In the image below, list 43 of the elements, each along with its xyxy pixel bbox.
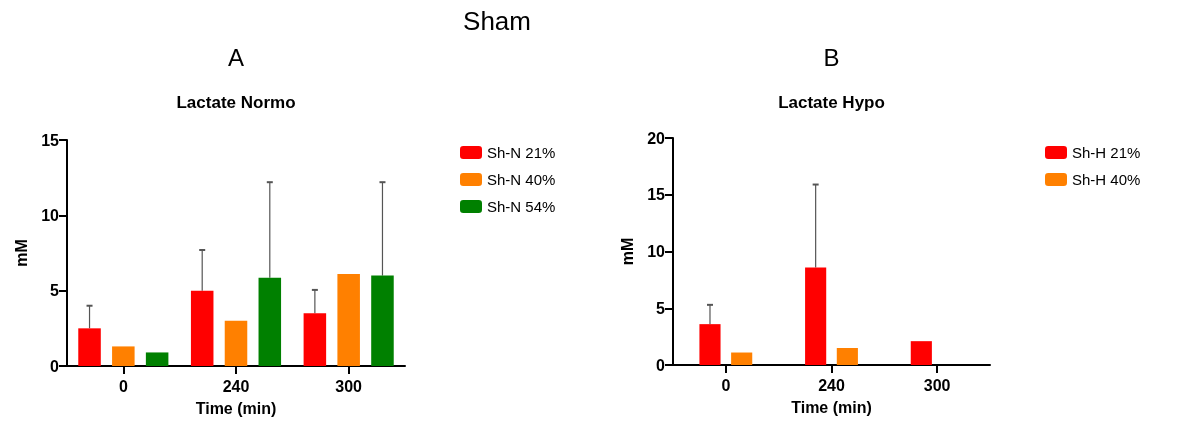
bar (145, 352, 169, 366)
y-tick-label: 10 (647, 243, 666, 260)
bar (731, 352, 753, 365)
y-tick-label: 0 (656, 356, 666, 374)
x-axis-title: Time (min) (791, 398, 872, 416)
x-tick-label: 240 (222, 377, 250, 395)
text: A (227, 43, 245, 71)
bar (78, 328, 101, 366)
bar (224, 320, 248, 366)
legend-label: Sh-H 21% (1072, 144, 1141, 161)
legend-label: Sh-N 21% (487, 144, 556, 161)
bar (699, 324, 721, 365)
y-tick-label: 15 (647, 186, 666, 204)
x-tick-label: 240 (818, 376, 845, 394)
y-tick-label: 20 (647, 129, 666, 147)
bar (910, 341, 932, 365)
legend-label: Sh-N 40% (487, 171, 556, 188)
x-tick-label: 0 (118, 377, 128, 395)
x-tick-label: 300 (923, 376, 951, 394)
legend-label: Sh-N 54% (487, 198, 556, 215)
chart-title: Lactate Hypo (778, 93, 885, 112)
bar (112, 346, 135, 366)
y-tick-label: 5 (50, 282, 60, 300)
y-tick-label: 5 (656, 299, 666, 317)
x-axis-title: Time (min) (195, 399, 277, 417)
text: Sham (463, 6, 531, 36)
bar (805, 267, 827, 365)
y-tick-label: 10 (41, 206, 60, 224)
legend-label: Sh-H 40% (1072, 171, 1141, 188)
bar (258, 277, 282, 366)
y-tick-label: 0 (50, 357, 60, 375)
y-axis-title: mM (618, 237, 636, 266)
bar (190, 290, 214, 366)
y-axis-title: mM (12, 239, 30, 267)
bar (836, 347, 858, 365)
y-tick-label: 15 (41, 131, 60, 149)
bar (303, 313, 327, 366)
x-tick-label: 0 (721, 376, 731, 394)
text: B (823, 43, 840, 71)
x-tick-label: 300 (335, 377, 363, 395)
bar (337, 274, 360, 366)
bar (371, 275, 394, 366)
chart-title: Lactate Normo (176, 93, 296, 112)
